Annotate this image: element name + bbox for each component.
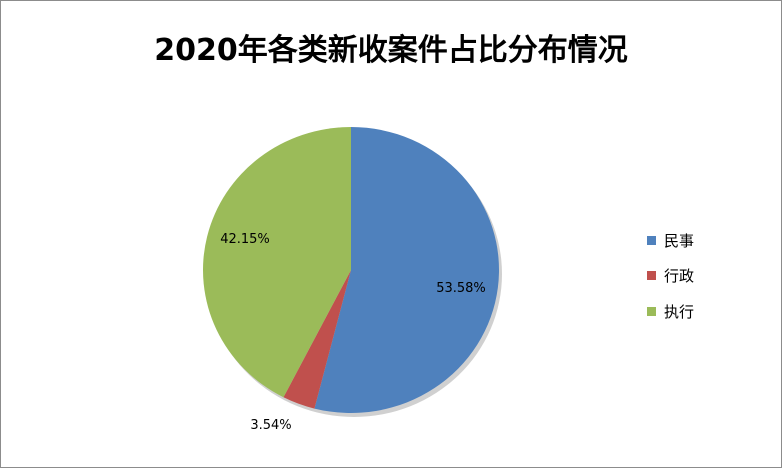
legend-swatch-2 xyxy=(647,307,656,316)
legend-label-1: 行政 xyxy=(664,267,695,285)
pie-slice-0 xyxy=(314,127,500,414)
legend-item-0: 民事 xyxy=(647,230,694,251)
chart-title: 2020年各类新收案件占比分布情况 xyxy=(154,33,628,68)
legend-label-0: 民事 xyxy=(664,232,695,250)
data-label-2: 42.15% xyxy=(220,232,270,247)
legend-swatch-1 xyxy=(647,271,656,280)
pie-slice-1 xyxy=(283,270,351,409)
legend-label-2: 执行 xyxy=(664,303,695,321)
legend-swatch-0 xyxy=(647,236,656,245)
legend-item-2: 执行 xyxy=(647,301,694,322)
pie-slice-2 xyxy=(203,126,351,398)
data-label-1: 3.54% xyxy=(250,418,291,433)
data-label-0: 53.58% xyxy=(436,281,486,296)
legend-item-1: 行政 xyxy=(647,265,694,286)
